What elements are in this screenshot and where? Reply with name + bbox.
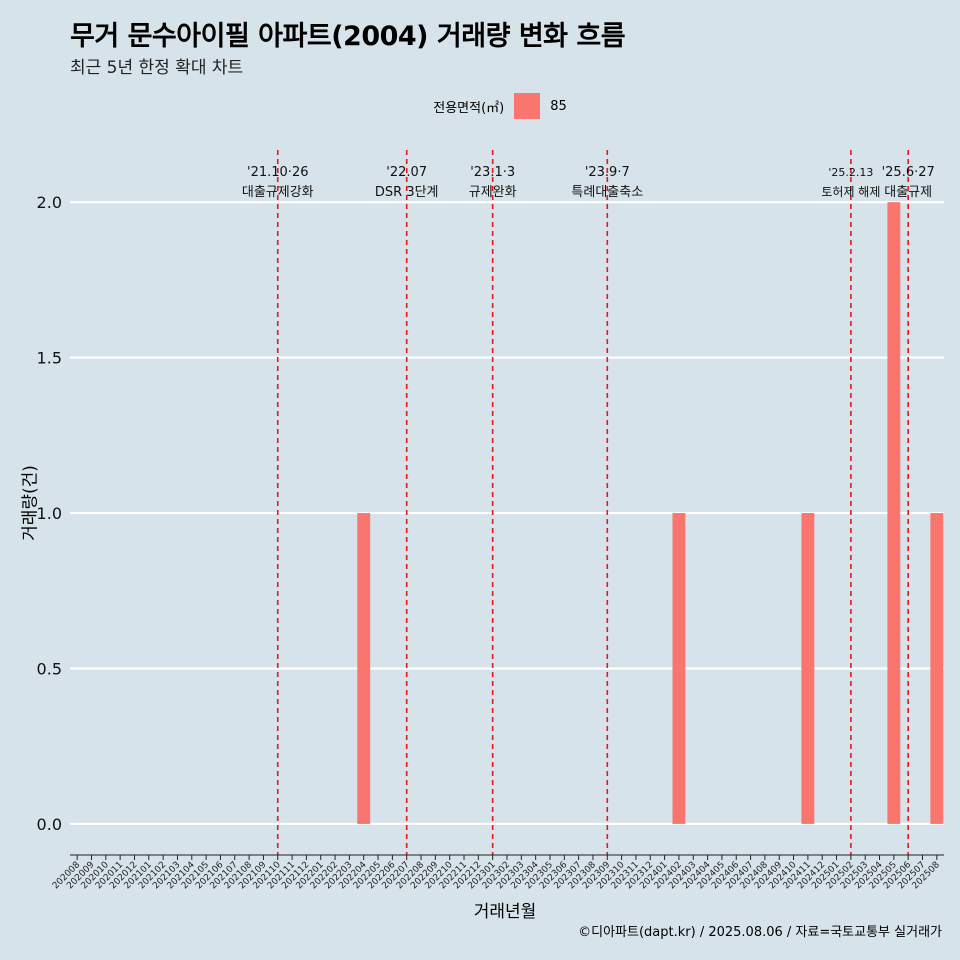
event-date: '23.1·3 (470, 165, 515, 180)
event-date: '25.6·27 (882, 165, 935, 180)
y-tick-label: 0.0 (37, 815, 62, 834)
event-label: 대출규제강화 (242, 185, 314, 200)
event-date: '21.10·26 (247, 165, 308, 180)
event-date: '22.07 (386, 165, 427, 180)
legend-swatch (514, 93, 541, 119)
bar-202411 (801, 513, 815, 824)
event-date: '23.9·7 (585, 165, 630, 180)
y-tick-label: 1.0 (37, 504, 62, 523)
legend-label: 85 (550, 98, 567, 114)
event-label: DSR 3단계 (375, 185, 439, 200)
event-label: 특례대출축소 (571, 185, 643, 200)
chart-subtitle: 최근 5년 한정 확대 차트 (70, 58, 244, 78)
y-tick-label: 1.5 (37, 349, 62, 368)
x-axis-label: 거래년월 (473, 902, 537, 922)
chart-title: 무거 문수아이필 아파트(2004) 거래량 변화 흐름 (70, 21, 626, 52)
event-label: 대출규제 (884, 185, 932, 200)
event-date: '25.2.13 (828, 166, 873, 179)
event-label: 규제완화 (469, 185, 517, 200)
event-label: 토허제 해제 (821, 185, 880, 199)
bar-202204 (357, 513, 371, 824)
y-tick-label: 0.5 (37, 659, 62, 678)
legend-title: 전용면적(㎡) (433, 100, 505, 116)
bar-202505 (887, 202, 901, 824)
y-axis-label: 거래량(건) (20, 465, 41, 541)
bar-202402 (672, 513, 686, 824)
y-tick-label: 2.0 (37, 193, 62, 212)
source-caption: ©디아파트(dapt.kr) / 2025.08.06 / 자료=국토교통부 실… (578, 925, 942, 940)
bar-202508 (930, 513, 944, 824)
legend: 전용면적(㎡) 85 (0, 93, 960, 119)
